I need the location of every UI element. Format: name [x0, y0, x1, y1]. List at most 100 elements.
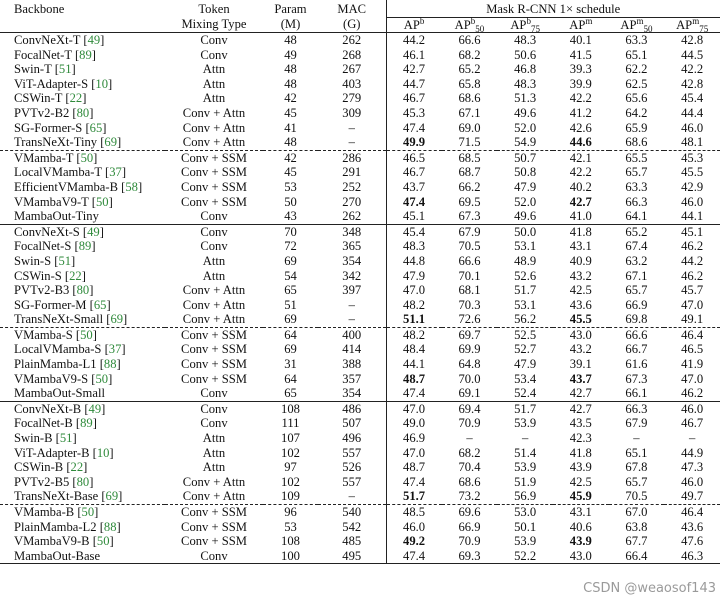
mac-cell: 507: [342, 416, 362, 431]
citation-link[interactable]: 49: [87, 224, 100, 239]
metric-value: 48.3: [514, 76, 537, 91]
metric-value: 68.6: [625, 135, 648, 150]
metric-cell: 73.2: [442, 489, 498, 504]
mac-cell: 414: [342, 342, 362, 357]
citation-link[interactable]: 51: [58, 62, 72, 77]
backbone-name: Swin-S: [14, 253, 52, 268]
mac-cell: 252: [342, 179, 362, 194]
metric-cell: 70.1: [442, 269, 498, 284]
metric-cell: 46.0: [664, 121, 720, 136]
citation-link[interactable]: 50: [96, 534, 110, 549]
citation-link[interactable]: 89: [78, 239, 92, 254]
metric-cell: 40.1: [553, 33, 609, 48]
metric-value-best: 47.4: [403, 194, 426, 209]
metric-value: 43.5: [569, 416, 592, 431]
metric-cell: 65.2: [442, 62, 498, 77]
citation-link[interactable]: 80: [76, 283, 90, 298]
citation-link[interactable]: 22: [70, 460, 84, 475]
param-cell: 31: [284, 357, 297, 372]
citation-link[interactable]: 65: [89, 120, 103, 135]
citation-link[interactable]: 51: [59, 431, 73, 446]
metric-value: 42.5: [569, 474, 592, 489]
metric-cell: 53.1: [497, 239, 553, 254]
metric-value: 46.7: [681, 416, 704, 431]
citation-link[interactable]: 49: [88, 401, 102, 416]
table-row: TransNeXt-Small [69] Conv + Attn 69 – 51.1 72…: [0, 312, 720, 328]
metric-value: 48.3: [403, 239, 426, 254]
citation-link[interactable]: 51: [58, 253, 72, 268]
citation-link[interactable]: 69: [110, 312, 124, 327]
backbone-name: CSWin-S: [14, 268, 62, 283]
citation-link[interactable]: 10: [96, 445, 110, 460]
header-mask-rcnn-schedule: Mask R-CNN 1× schedule: [385, 0, 720, 18]
metric-cell: 44.8: [385, 253, 442, 269]
citation-link[interactable]: 37: [108, 342, 122, 357]
metric-cell: –: [442, 431, 498, 446]
citation-link[interactable]: 69: [104, 135, 117, 150]
metric-cell: 42.9: [664, 180, 720, 195]
metric-value-best: 49.2: [403, 534, 426, 549]
metric-cell: 47.6: [664, 534, 720, 549]
metric-value: 41.0: [569, 209, 592, 224]
table-row: ViT-Adapter-B [10] Attn 102 557 47.0 68.2 51.4…: [0, 445, 720, 461]
citation-link[interactable]: 37: [109, 165, 122, 180]
citation-link[interactable]: 58: [125, 179, 138, 194]
citation-link[interactable]: 50: [80, 327, 93, 342]
table-row: VMambaV9-S [50] Conv + SSM 64 357 48.7 70.0 53…: [0, 371, 720, 387]
backbone-name-cell: FocalNet-B [89]: [14, 416, 97, 431]
metric-cell: 42.8: [664, 33, 720, 48]
metric-value: 42.8: [681, 76, 704, 91]
metric-cell: 42.2: [553, 165, 609, 180]
metric-cell: 48.2: [385, 297, 442, 313]
table-row: CSWin-T [22] Attn 42 279 46.7 68.6 51.3 42.2 65.…: [0, 91, 720, 106]
metric-value: 46.7: [403, 165, 426, 180]
citation-link[interactable]: 88: [103, 519, 117, 534]
citation-link[interactable]: 88: [103, 357, 117, 372]
metric-cell: 46.0: [664, 400, 720, 417]
citation-link[interactable]: 49: [87, 33, 101, 47]
metric-cell: 44.5: [664, 48, 720, 63]
metric-cell: 49.2: [385, 534, 442, 549]
mac-cell: 291: [342, 165, 362, 180]
metric-value: 47.9: [514, 179, 537, 194]
backbone-name: TransNeXt-Tiny: [14, 135, 98, 150]
metric-cell: 41.8: [553, 446, 609, 461]
mac-cell: –: [348, 135, 355, 150]
token-mixing-cell: Conv + SSM: [181, 357, 247, 372]
citation-link[interactable]: 22: [69, 91, 83, 106]
citation-link[interactable]: 65: [93, 297, 107, 312]
citation-link[interactable]: 89: [80, 416, 93, 431]
metric-value: 46.5: [681, 342, 704, 357]
metric-cell: 43.0: [552, 326, 609, 343]
table-row: VMambaV9-T [50] Conv + SSM 50 270 47.4 69.5 52…: [0, 194, 720, 210]
metric-value-best: 51.7: [403, 489, 426, 504]
citation-link[interactable]: 89: [79, 47, 92, 62]
citation-link[interactable]: 80: [76, 105, 90, 120]
metric-cell: 63.3: [609, 33, 665, 48]
citation-link[interactable]: 50: [81, 505, 95, 519]
token-mixing-cell: Conv + SSM: [181, 194, 247, 209]
citation-link[interactable]: 50: [80, 150, 94, 165]
backbone-name: Swin-B: [14, 431, 53, 446]
citation-link[interactable]: 10: [95, 76, 109, 91]
citation-link[interactable]: 50: [95, 371, 109, 386]
metric-cell: 65.5: [608, 149, 665, 166]
metric-cell: 44.9: [664, 446, 720, 461]
metric-cell: 65.9: [609, 121, 665, 136]
metric-cell: 69.6: [441, 503, 498, 520]
metric-cell: 70.5: [442, 239, 498, 254]
metric-cell: 45.7: [664, 283, 720, 298]
metric-value: 70.3: [458, 297, 481, 312]
metric-cell: 46.0: [385, 519, 442, 535]
metric-cell: 70.9: [442, 534, 498, 549]
metric-cell: 50.0: [497, 223, 553, 240]
metric-cell: –: [609, 431, 665, 446]
metric-cell: 69.7: [441, 326, 498, 343]
citation-link[interactable]: 22: [69, 268, 82, 283]
table-row: ConvNeXt-B [49] Conv 108 486 47.0 69.4 51.7 42.…: [0, 400, 720, 417]
citation-link[interactable]: 50: [95, 194, 109, 209]
metric-value: 67.8: [625, 460, 648, 475]
metric-cell: 46.7: [664, 416, 720, 431]
citation-link[interactable]: 69: [105, 489, 119, 504]
citation-link[interactable]: 80: [76, 474, 90, 489]
